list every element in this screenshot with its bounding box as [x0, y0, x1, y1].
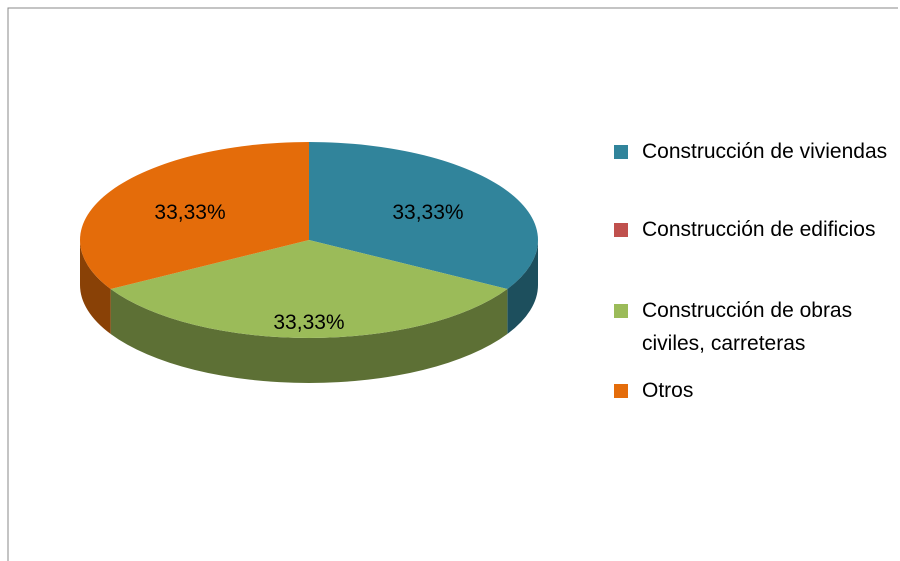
legend-label: Otros	[642, 379, 694, 402]
pie-side	[80, 240, 111, 334]
legend-swatch	[614, 145, 628, 159]
legend-label: Construcción de edificios	[642, 218, 876, 241]
legend-swatch	[614, 304, 628, 318]
data-label: 33,33%	[154, 201, 225, 224]
data-label: 33,33%	[392, 201, 463, 224]
pie-slice	[309, 142, 538, 289]
legend-swatch	[614, 384, 628, 398]
legend-label: Construcción de viviendas	[642, 140, 888, 163]
legend-label: Construcción de obras civiles, carretera…	[642, 299, 853, 355]
legend-swatch	[614, 223, 628, 237]
pie-side	[110, 289, 508, 383]
pie-slice	[110, 240, 508, 338]
data-label: 33,33%	[273, 311, 344, 334]
frame	[7, 7, 898, 561]
pie-side	[507, 240, 538, 334]
pie-slice	[80, 142, 310, 289]
